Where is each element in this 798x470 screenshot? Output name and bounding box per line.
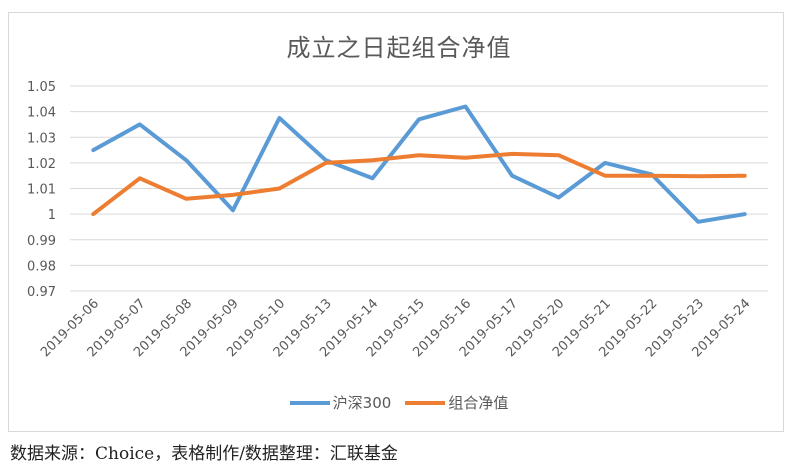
legend-swatch-hs300 xyxy=(289,400,330,405)
chart-title: 成立之日起组合净值 xyxy=(286,34,512,62)
y-axis-ticks: 0.97 0.98 0.99 1 1.01 1.02 1.03 1.04 1.05 xyxy=(27,80,56,300)
legend-item-hs300: 沪深300 xyxy=(289,392,392,413)
x-axis-ticks: 2019-05-062019-05-072019-05-082019-05-09… xyxy=(38,296,754,360)
y-tick-label: 0.97 xyxy=(27,285,56,300)
y-tick-label: 1.05 xyxy=(27,80,56,95)
y-tick-label: 1.03 xyxy=(27,131,56,146)
legend-swatch-portfolio-nav xyxy=(405,400,446,405)
data-series xyxy=(91,104,747,224)
legend-label-portfolio-nav: 组合净值 xyxy=(448,394,509,412)
y-tick-label: 0.98 xyxy=(27,259,56,274)
y-tick-label: 1.04 xyxy=(27,106,56,121)
series-line-portfolio-nav xyxy=(91,151,747,217)
y-tick-label: 1.02 xyxy=(27,157,56,172)
series-line-hs300 xyxy=(91,104,747,224)
chart-legend: 沪深300 组合净值 xyxy=(0,392,798,413)
chart-frame xyxy=(8,12,784,432)
data-source-note: 数据来源：Choice，表格制作/数据整理：汇联基金 xyxy=(10,444,398,464)
legend-item-portfolio-nav: 组合净值 xyxy=(405,392,508,413)
y-tick-label: 0.99 xyxy=(27,234,56,249)
legend-label-hs300: 沪深300 xyxy=(332,394,392,412)
y-tick-label: 1.01 xyxy=(27,183,56,198)
y-tick-label: 1 xyxy=(48,208,56,223)
